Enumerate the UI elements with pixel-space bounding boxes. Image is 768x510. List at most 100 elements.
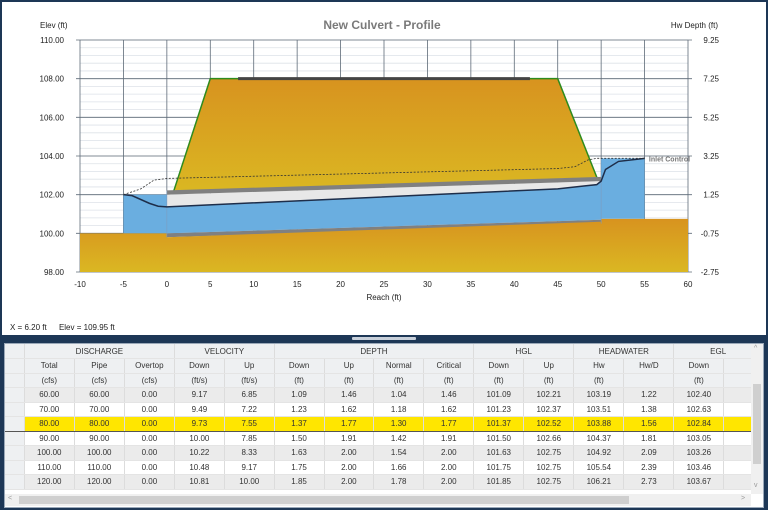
table-cell[interactable]: 10.22 [174, 445, 225, 461]
table-cell[interactable]: 1.66 [373, 460, 425, 475]
table-cell[interactable]: 1.78 [373, 474, 425, 490]
table-cell[interactable]: 2.00 [423, 445, 475, 461]
table-cell[interactable]: 9.17 [224, 460, 275, 475]
table-cell[interactable]: 60.00 [74, 387, 125, 403]
panel-splitter[interactable] [0, 335, 768, 343]
table-cell[interactable]: 102.84 [673, 416, 725, 432]
table-cell[interactable]: 1.42 [373, 431, 425, 446]
table-cell[interactable]: 1.91 [423, 431, 475, 446]
row-header[interactable] [5, 431, 25, 446]
column-header[interactable]: Down [473, 358, 525, 374]
column-header[interactable]: Up [523, 358, 575, 374]
table-cell[interactable]: 1.46 [423, 387, 475, 403]
table-cell[interactable]: 101.75 [473, 460, 525, 475]
table-row[interactable]: 110.00 110.00 0.00 10.48 9.17 1.75 2.00 1.66 2.0… [5, 460, 763, 475]
table-cell[interactable]: 2.00 [324, 474, 375, 490]
table-cell[interactable]: 101.50 [473, 431, 525, 446]
table-cell[interactable]: 1.85 [274, 474, 325, 490]
table-cell[interactable]: 9.17 [174, 387, 225, 403]
table-cell[interactable]: 1.37 [274, 416, 325, 432]
column-header[interactable]: Normal [373, 358, 425, 374]
table-cell[interactable]: 104.37 [573, 431, 625, 446]
table-cell[interactable]: 103.67 [673, 474, 725, 490]
table-cell[interactable]: 1.38 [623, 402, 675, 417]
table-cell[interactable]: 102.63 [673, 402, 725, 417]
table-cell[interactable]: 9.49 [174, 402, 225, 417]
table-cell[interactable]: 102.21 [523, 387, 575, 403]
table-cell[interactable]: 102.75 [523, 474, 575, 490]
vertical-scrollbar[interactable]: ^ v [751, 344, 763, 494]
table-cell[interactable]: 1.56 [623, 416, 675, 432]
table-cell[interactable]: 1.75 [274, 460, 325, 475]
table-cell[interactable]: 1.30 [373, 416, 425, 432]
table-cell[interactable]: 1.09 [274, 387, 325, 403]
table-cell[interactable]: 1.22 [623, 387, 675, 403]
table-cell[interactable]: 0.00 [124, 460, 175, 475]
table-cell[interactable]: 9.73 [174, 416, 225, 432]
vertical-scroll-thumb[interactable] [753, 384, 761, 464]
horizontal-scrollbar[interactable]: < > [5, 494, 751, 506]
table-cell[interactable]: 7.22 [224, 402, 275, 417]
table-cell[interactable]: 80.00 [24, 416, 75, 432]
column-header[interactable]: Pipe [74, 358, 125, 374]
table-cell[interactable]: 120.00 [24, 474, 75, 490]
table-cell[interactable]: 103.19 [573, 387, 625, 403]
column-header[interactable]: Up [224, 358, 275, 374]
table-cell[interactable]: 10.00 [174, 431, 225, 446]
table-cell[interactable]: 104.92 [573, 445, 625, 461]
table-cell[interactable]: 2.09 [623, 445, 675, 461]
column-header[interactable]: Up [324, 358, 375, 374]
table-row[interactable]: 70.00 70.00 0.00 9.49 7.22 1.23 1.62 1.18 1.62 10… [5, 402, 763, 417]
table-cell[interactable]: 105.54 [573, 460, 625, 475]
table-row[interactable]: 90.00 90.00 0.00 10.00 7.85 1.50 1.91 1.42 1.91 1… [5, 431, 763, 446]
table-cell[interactable]: 1.50 [274, 431, 325, 446]
table-cell[interactable]: 1.77 [423, 416, 475, 432]
table-cell[interactable]: 2.00 [423, 460, 475, 475]
table-cell[interactable]: 1.63 [274, 445, 325, 461]
table-cell[interactable]: 2.39 [623, 460, 675, 475]
row-header[interactable] [5, 460, 25, 475]
table-cell[interactable]: 0.00 [124, 445, 175, 461]
table-cell[interactable]: 110.00 [74, 460, 125, 475]
table-row[interactable]: 60.00 60.00 0.00 9.17 6.85 1.09 1.46 1.04 1.46 10… [5, 387, 763, 403]
table-cell[interactable]: 101.23 [473, 402, 525, 417]
table-cell[interactable]: 102.52 [523, 416, 575, 432]
scroll-down-icon[interactable]: v [754, 482, 758, 489]
scroll-left-icon[interactable]: < [8, 495, 13, 502]
table-cell[interactable]: 0.00 [124, 416, 175, 432]
table-cell[interactable]: 1.77 [324, 416, 375, 432]
column-header[interactable]: Down [673, 358, 725, 374]
table-cell[interactable]: 102.75 [523, 445, 575, 461]
table-cell[interactable]: 103.88 [573, 416, 625, 432]
row-header[interactable] [5, 474, 25, 490]
table-cell[interactable]: 10.81 [174, 474, 225, 490]
row-header[interactable] [5, 387, 25, 403]
scroll-up-icon[interactable]: ^ [754, 345, 758, 352]
table-cell[interactable]: 7.55 [224, 416, 275, 432]
row-header[interactable] [5, 402, 25, 417]
table-cell[interactable]: 103.46 [673, 460, 725, 475]
table-cell[interactable]: 8.33 [224, 445, 275, 461]
splitter-handle[interactable] [352, 337, 416, 340]
table-cell[interactable]: 2.00 [324, 460, 375, 475]
column-header[interactable]: Hw/D [623, 358, 675, 374]
table-cell[interactable]: 90.00 [74, 431, 125, 446]
table-cell[interactable]: 1.91 [324, 431, 375, 446]
table-cell[interactable]: 1.81 [623, 431, 675, 446]
profile-chart-panel[interactable]: Inlet Control New Culvert - Profile Elev (… [2, 2, 766, 335]
column-header[interactable]: Down [274, 358, 325, 374]
table-cell[interactable]: 7.85 [224, 431, 275, 446]
scroll-right-icon[interactable]: > [741, 495, 746, 502]
table-cell[interactable]: 0.00 [124, 387, 175, 403]
table-row[interactable]: 100.00 100.00 0.00 10.22 8.33 1.63 2.00 1.54 2.0… [5, 445, 763, 461]
table-cell[interactable]: 2.00 [423, 474, 475, 490]
table-cell[interactable]: 103.26 [673, 445, 725, 461]
table-cell[interactable]: 1.18 [373, 402, 425, 417]
table-cell[interactable]: 101.09 [473, 387, 525, 403]
table-cell[interactable]: 0.00 [124, 474, 175, 490]
column-header[interactable]: Critical [423, 358, 475, 374]
table-cell[interactable]: 106.21 [573, 474, 625, 490]
column-header[interactable]: Hw [573, 358, 625, 374]
table-cell[interactable]: 100.00 [74, 445, 125, 461]
table-cell[interactable]: 10.48 [174, 460, 225, 475]
